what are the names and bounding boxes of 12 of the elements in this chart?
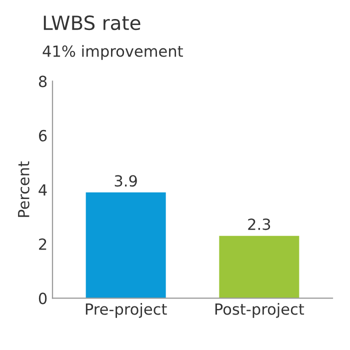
y-tick-label: 2 [39,238,46,250]
data-label: 2.3 [248,218,270,230]
x-tick-label: Post-project [215,303,304,318]
x-tick-label: Pre-project [86,303,167,318]
y-axis-title: Percent [18,161,30,217]
y-tick-label: 4 [38,184,47,196]
y-tick-label: 0 [38,292,47,304]
y-tick-label: 6 [38,130,47,142]
data-label: 3.9 [114,175,137,187]
chart-title: LWBS rate [44,15,140,30]
y-tick-label: 8 [38,76,47,88]
chart-subtitle: 41% improvement [42,45,183,60]
